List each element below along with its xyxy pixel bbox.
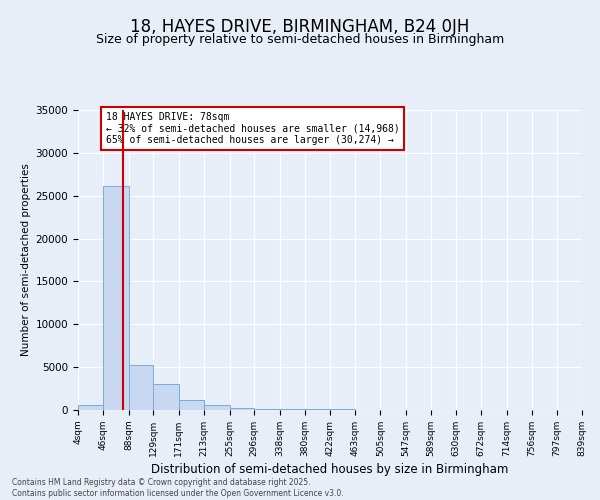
X-axis label: Distribution of semi-detached houses by size in Birmingham: Distribution of semi-detached houses by … — [151, 463, 509, 476]
Bar — [204, 406, 230, 410]
Bar — [280, 409, 305, 410]
Text: 18 HAYES DRIVE: 78sqm
← 32% of semi-detached houses are smaller (14,968)
65% of : 18 HAYES DRIVE: 78sqm ← 32% of semi-deta… — [106, 112, 400, 145]
Text: Size of property relative to semi-detached houses in Birmingham: Size of property relative to semi-detach… — [96, 32, 504, 46]
Bar — [103, 186, 129, 410]
Bar — [154, 384, 179, 410]
Bar — [129, 366, 154, 410]
Bar — [179, 400, 204, 410]
Y-axis label: Number of semi-detached properties: Number of semi-detached properties — [22, 164, 31, 356]
Text: 18, HAYES DRIVE, BIRMINGHAM, B24 0JH: 18, HAYES DRIVE, BIRMINGHAM, B24 0JH — [130, 18, 470, 36]
Bar — [78, 405, 103, 410]
Text: Contains HM Land Registry data © Crown copyright and database right 2025.
Contai: Contains HM Land Registry data © Crown c… — [12, 478, 344, 498]
Bar — [230, 408, 254, 410]
Bar — [254, 408, 280, 410]
